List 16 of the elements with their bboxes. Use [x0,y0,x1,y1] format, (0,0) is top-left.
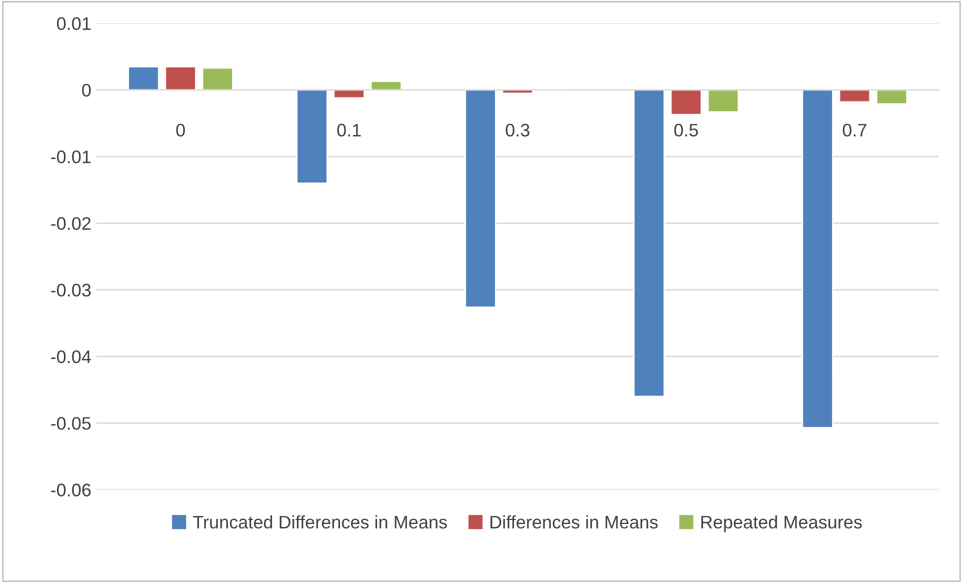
x-tick-label: 0.7 [842,124,866,137]
x-tick-label: 0.5 [674,124,698,137]
y-tick-label: -0.04 [51,350,91,364]
y-tick-label: -0.06 [51,484,91,496]
x-tick-label: 0.3 [506,124,530,137]
legend-label: Repeated Measures [701,515,862,532]
y-tick-label: -0.01 [51,150,91,164]
y-tick-label: -0.02 [51,217,91,230]
y-tick-label: -0.05 [51,417,91,430]
x-tick-label: 0.1 [337,124,361,137]
legend-label: Truncated Differences in Means [193,515,447,529]
y-tick-label: 0.01 [57,17,91,30]
y-tick-label: 0 [82,84,91,97]
x-tick-label: 0 [176,124,185,137]
y-tick-label: -0.03 [51,284,91,297]
legend-label: Differences in Means [490,515,658,529]
